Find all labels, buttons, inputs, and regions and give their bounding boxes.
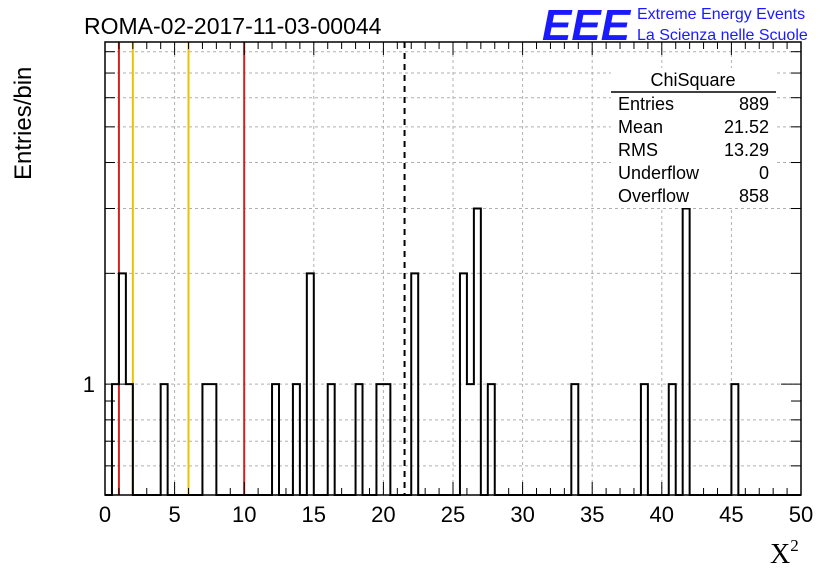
- x-tick-label-7: 35: [580, 502, 604, 527]
- histogram-bin-6: [272, 384, 279, 495]
- grid-lines: [105, 42, 801, 495]
- stats-row-value-underflow: 0: [759, 163, 769, 183]
- histogram-bin-12: [383, 384, 390, 495]
- stats-box-title: ChiSquare: [650, 70, 735, 90]
- logo-line-2: La Scienza nelle Scuole: [637, 27, 808, 44]
- run-title: ROMA-02-2017-11-03-00044: [84, 13, 382, 39]
- stats-row-label-overflow: Overflow: [618, 186, 690, 206]
- y-axis-title: Entries/bin: [10, 67, 37, 180]
- histogram-bin-10: [356, 384, 363, 495]
- stats-row-label-underflow: Underflow: [618, 163, 700, 183]
- x-tick-label-1: 5: [168, 502, 180, 527]
- histogram-bin-5: [209, 384, 216, 495]
- x-axis-title-base: X: [770, 539, 790, 570]
- x-axis-title: X2: [770, 536, 799, 570]
- stats-box: ChiSquare Entries 889 Mean 21.52 RMS 13.29 Und…: [611, 68, 776, 208]
- x-tick-label-8: 40: [650, 502, 674, 527]
- x-tick-label-3: 15: [302, 502, 326, 527]
- histogram-bin-11: [376, 384, 383, 495]
- histogram-bin-20: [669, 384, 676, 495]
- stats-row-value-entries: 889: [739, 94, 769, 114]
- x-axis-title-superscript: 2: [790, 536, 799, 555]
- x-tick-label-0: 0: [99, 502, 111, 527]
- stats-row-value-mean: 21.52: [724, 117, 769, 137]
- histogram-bin-4: [202, 384, 209, 495]
- histogram-bin-21: [683, 209, 690, 495]
- y-tick-label-0: 1: [83, 372, 95, 397]
- stats-row-value-overflow: 858: [739, 186, 769, 206]
- stats-row-label-mean: Mean: [618, 117, 663, 137]
- histogram-bin-17: [488, 384, 495, 495]
- x-tick-label-5: 25: [441, 502, 465, 527]
- x-tick-label-4: 20: [371, 502, 395, 527]
- histogram-bin-18: [571, 384, 578, 495]
- histogram-bin-22: [731, 384, 738, 495]
- x-tick-label-9: 45: [719, 502, 743, 527]
- stats-row-label-rms: RMS: [618, 140, 658, 160]
- x-tick-label-6: 30: [510, 502, 534, 527]
- histogram-bin-9: [328, 384, 335, 495]
- stats-rows: Entries 889 Mean 21.52 RMS 13.29 Underflow 0 Ove…: [618, 94, 769, 206]
- logo-line-1: Extreme Energy Events: [637, 6, 805, 23]
- stats-row-label-entries: Entries: [618, 94, 674, 114]
- histogram-bin-3: [161, 384, 168, 495]
- histogram-bin-19: [641, 384, 648, 495]
- histogram-bin-2: [126, 384, 133, 495]
- stats-row-value-rms: 13.29: [724, 140, 769, 160]
- histogram-bin-15: [467, 384, 474, 495]
- axes: 0 5 10 15 20 25 30 35 40 45 50 1: [83, 41, 813, 527]
- x-tick-label-2: 10: [232, 502, 256, 527]
- eee-logo: EEE: [542, 1, 632, 50]
- histogram-bins: [112, 209, 738, 495]
- histogram-bin-16: [474, 209, 481, 495]
- x-tick-label-10: 50: [789, 502, 813, 527]
- histogram-bin-7: [293, 384, 300, 495]
